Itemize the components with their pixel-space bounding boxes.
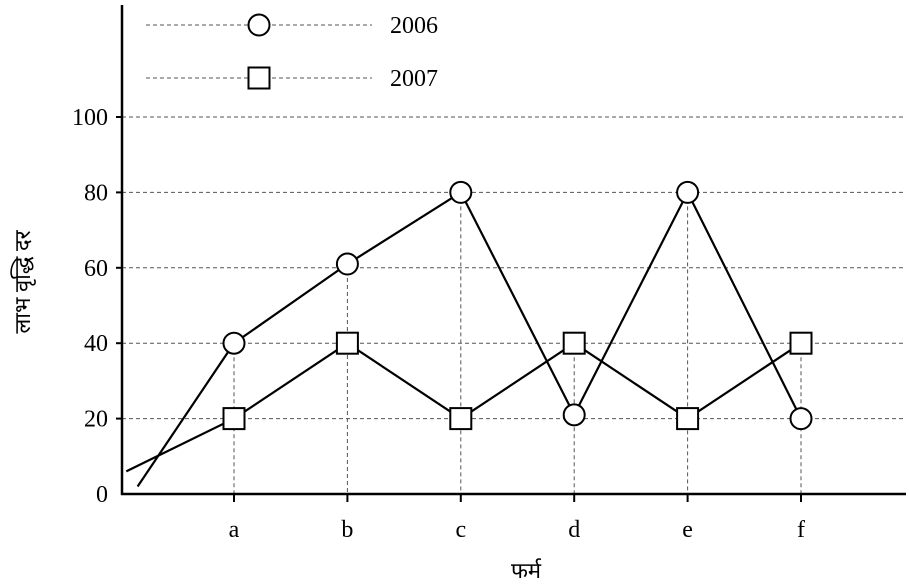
point-2007-c: [449, 407, 473, 431]
x-tick-label-b: b: [341, 517, 353, 543]
point-2006-b: [335, 252, 359, 276]
point-2006-d: [562, 403, 586, 427]
x-tick-label-c: c: [455, 517, 466, 543]
point-2006-c: [449, 180, 473, 204]
x-axis-label: फर्म: [511, 558, 542, 583]
legend-label-2006: 2006: [390, 13, 438, 39]
point-2006-e: [676, 180, 700, 204]
x-tick-label-d: d: [568, 517, 580, 543]
legend-label-2007: 2007: [390, 66, 438, 92]
point-2007-a: [222, 407, 246, 431]
y-tick-label-0: 0: [96, 482, 108, 508]
y-tick-label-20: 20: [84, 407, 108, 433]
y-axis-label: लाभ वृद्धि दर: [10, 229, 36, 333]
legend: 2006 2007: [146, 13, 438, 92]
point-2007-d: [562, 331, 586, 355]
legend-marker-2007: [247, 66, 271, 90]
legend-item-2006: 2006: [146, 13, 438, 39]
x-tick-label-a: a: [229, 517, 240, 543]
y-tick-labels: 0 20 40 60 80 100: [72, 105, 108, 508]
y-tick-label-100: 100: [72, 105, 108, 131]
point-2007-b: [335, 331, 359, 355]
point-2007-e: [676, 407, 700, 431]
grid-lines: [122, 116, 906, 494]
point-2006-f: [789, 407, 813, 431]
legend-item-2007: 2007: [146, 66, 438, 92]
y-tick-label-60: 60: [84, 256, 108, 282]
y-tick-label-80: 80: [84, 180, 108, 206]
series-group: [125, 180, 813, 488]
axes: [116, 5, 906, 502]
point-2007-f: [789, 331, 813, 355]
x-tick-label-f: f: [797, 517, 805, 543]
point-2006-a: [222, 331, 246, 355]
legend-marker-2006: [247, 13, 271, 37]
x-tick-label-e: e: [682, 517, 693, 543]
y-tick-label-40: 40: [84, 331, 108, 357]
x-tick-labels: a b c d e f: [229, 517, 805, 543]
